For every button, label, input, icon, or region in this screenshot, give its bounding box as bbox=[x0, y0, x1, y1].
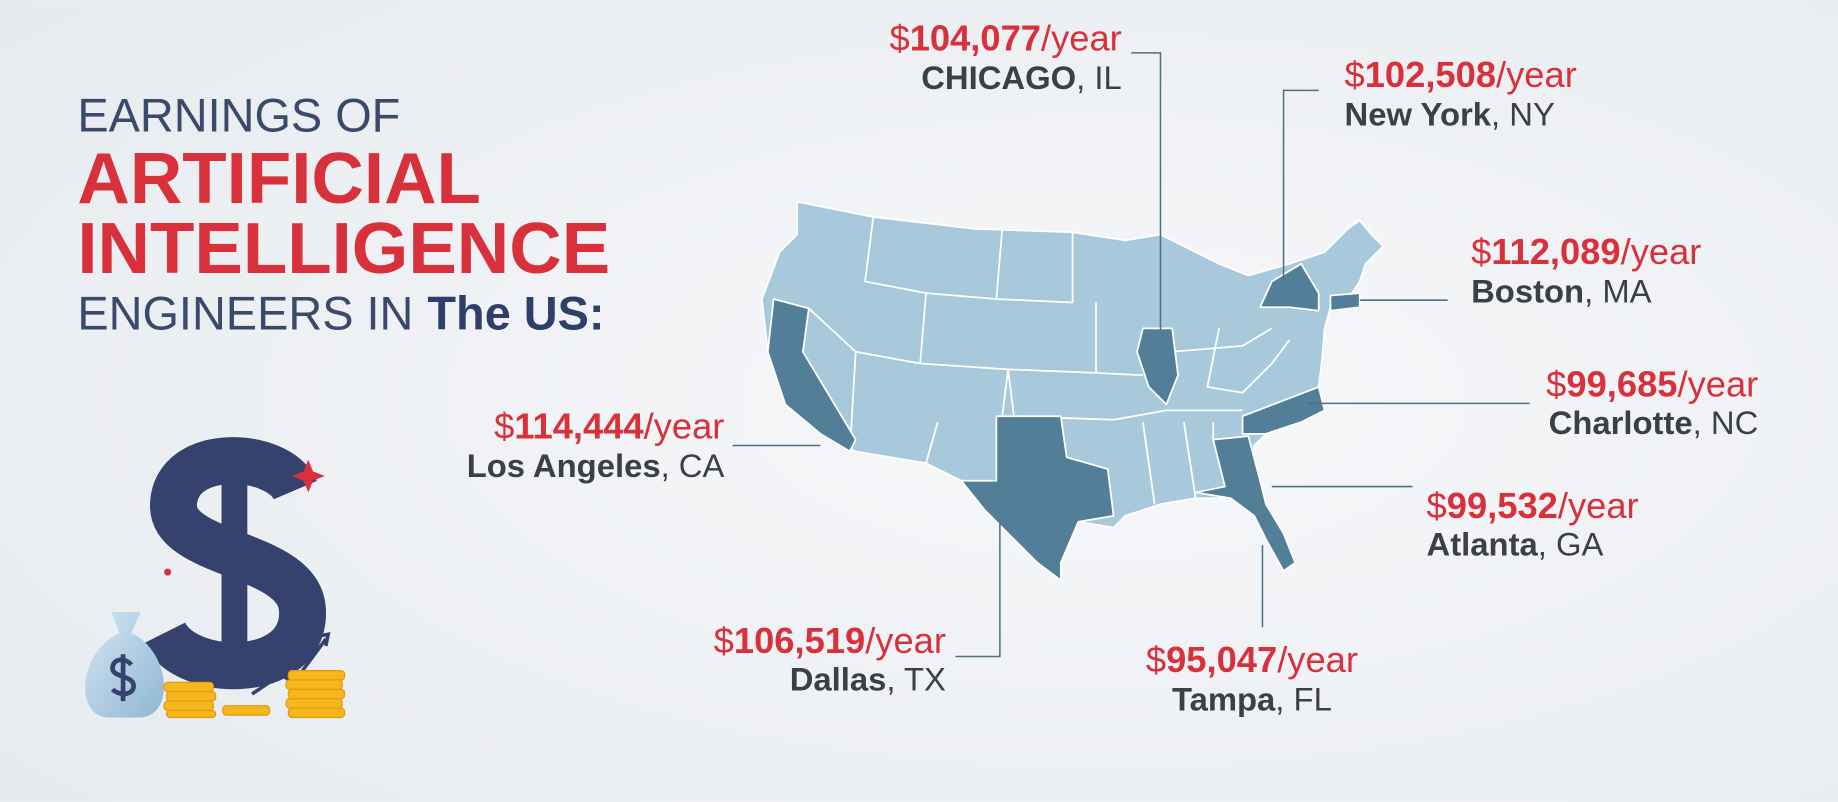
salary: $99,685/year bbox=[1546, 363, 1758, 404]
salary-currency: $ bbox=[1546, 363, 1566, 404]
salary-amount: 112,089 bbox=[1491, 231, 1620, 272]
city: Los Angeles bbox=[467, 447, 661, 484]
salary-currency: $ bbox=[494, 406, 514, 447]
sparkle bbox=[291, 459, 325, 493]
salary-unit: /year bbox=[644, 406, 725, 447]
salary-currency: $ bbox=[1146, 639, 1166, 680]
salary-currency: $ bbox=[1345, 54, 1365, 95]
location: Dallas, TX bbox=[790, 661, 946, 698]
state-ma bbox=[1329, 292, 1361, 312]
salary: $114,444/year bbox=[494, 406, 724, 447]
bag-symbol bbox=[110, 654, 136, 702]
salary-unit: /year bbox=[1558, 485, 1639, 526]
state-tx bbox=[960, 415, 1115, 582]
salary-amount: 95,047 bbox=[1166, 639, 1277, 680]
leader-line bbox=[1131, 52, 1162, 331]
location: New York, NY bbox=[1345, 96, 1555, 133]
salary-unit: /year bbox=[1041, 18, 1122, 59]
state: , TX bbox=[886, 661, 946, 698]
title-line: ENGINEERS IN The US: bbox=[77, 287, 604, 339]
salary-amount: 102,508 bbox=[1365, 54, 1496, 95]
location: Boston, MA bbox=[1471, 273, 1652, 310]
state-il bbox=[1136, 327, 1179, 406]
state: , NC bbox=[1693, 404, 1759, 441]
salary-amount: 99,532 bbox=[1447, 485, 1558, 526]
salary: $102,508/year bbox=[1345, 54, 1577, 95]
sparkle bbox=[164, 568, 172, 576]
city: Tampa bbox=[1172, 680, 1276, 717]
salary-unit: /year bbox=[1496, 54, 1577, 95]
location: Atlanta, GA bbox=[1427, 526, 1604, 563]
salary-unit: /year bbox=[1678, 363, 1759, 404]
salary: $95,047/year bbox=[1146, 639, 1358, 680]
salary-currency: $ bbox=[1471, 231, 1491, 272]
title-emphasis: The US: bbox=[427, 287, 604, 339]
title-text: ENGINEERS IN bbox=[77, 287, 413, 339]
salary-amount: 104,077 bbox=[910, 18, 1041, 59]
title-line: INTELLIGENCE bbox=[77, 208, 610, 289]
salary-amount: 106,519 bbox=[734, 620, 865, 661]
city: CHICAGO bbox=[921, 59, 1076, 96]
salary-currency: $ bbox=[714, 620, 734, 661]
state: , MA bbox=[1584, 273, 1652, 310]
state: , NY bbox=[1491, 96, 1555, 133]
salary: $112,089/year bbox=[1471, 231, 1701, 272]
salary-amount: 114,444 bbox=[514, 406, 644, 447]
trend-arrow-head bbox=[316, 632, 331, 647]
leader-line bbox=[955, 521, 1001, 658]
salary-unit: /year bbox=[1621, 231, 1702, 272]
leader-line bbox=[1282, 89, 1319, 282]
title-line: EARNINGS OF bbox=[77, 89, 400, 141]
city: Charlotte bbox=[1549, 404, 1693, 441]
salary-unit: /year bbox=[1277, 639, 1358, 680]
title-block: EARNINGS OF ARTIFICIAL INTELLIGENCE ENGI… bbox=[77, 89, 610, 339]
state-ny bbox=[1259, 262, 1320, 312]
state-nc bbox=[1241, 386, 1326, 435]
us-map bbox=[761, 200, 1385, 582]
salary: $99,532/year bbox=[1427, 485, 1639, 526]
state: , FL bbox=[1275, 680, 1332, 717]
location: CHICAGO, IL bbox=[921, 59, 1122, 96]
state-ga-fl bbox=[1194, 435, 1297, 572]
city: Boston bbox=[1471, 273, 1584, 310]
leader-lines bbox=[732, 52, 1530, 658]
salary: $106,519/year bbox=[714, 620, 946, 661]
city: Atlanta bbox=[1427, 526, 1539, 563]
trend-arrow bbox=[251, 637, 328, 696]
city: Dallas bbox=[790, 661, 887, 698]
title-line: ARTIFICIAL bbox=[77, 138, 481, 219]
location: Tampa, FL bbox=[1172, 680, 1332, 717]
location: Charlotte, NC bbox=[1549, 404, 1759, 441]
salary: $104,077/year bbox=[889, 18, 1121, 59]
state: , IL bbox=[1076, 59, 1122, 96]
location: Los Angeles, CA bbox=[467, 447, 725, 484]
money-icon bbox=[85, 437, 346, 719]
salary-currency: $ bbox=[889, 18, 909, 59]
salary-unit: /year bbox=[865, 620, 946, 661]
city: New York bbox=[1345, 96, 1492, 133]
salary-currency: $ bbox=[1427, 485, 1447, 526]
coins bbox=[163, 670, 346, 719]
state: , CA bbox=[661, 447, 725, 484]
salary-amount: 99,685 bbox=[1566, 363, 1677, 404]
dollar-s bbox=[143, 437, 326, 690]
state-ca bbox=[766, 298, 857, 453]
state: , GA bbox=[1538, 526, 1604, 563]
